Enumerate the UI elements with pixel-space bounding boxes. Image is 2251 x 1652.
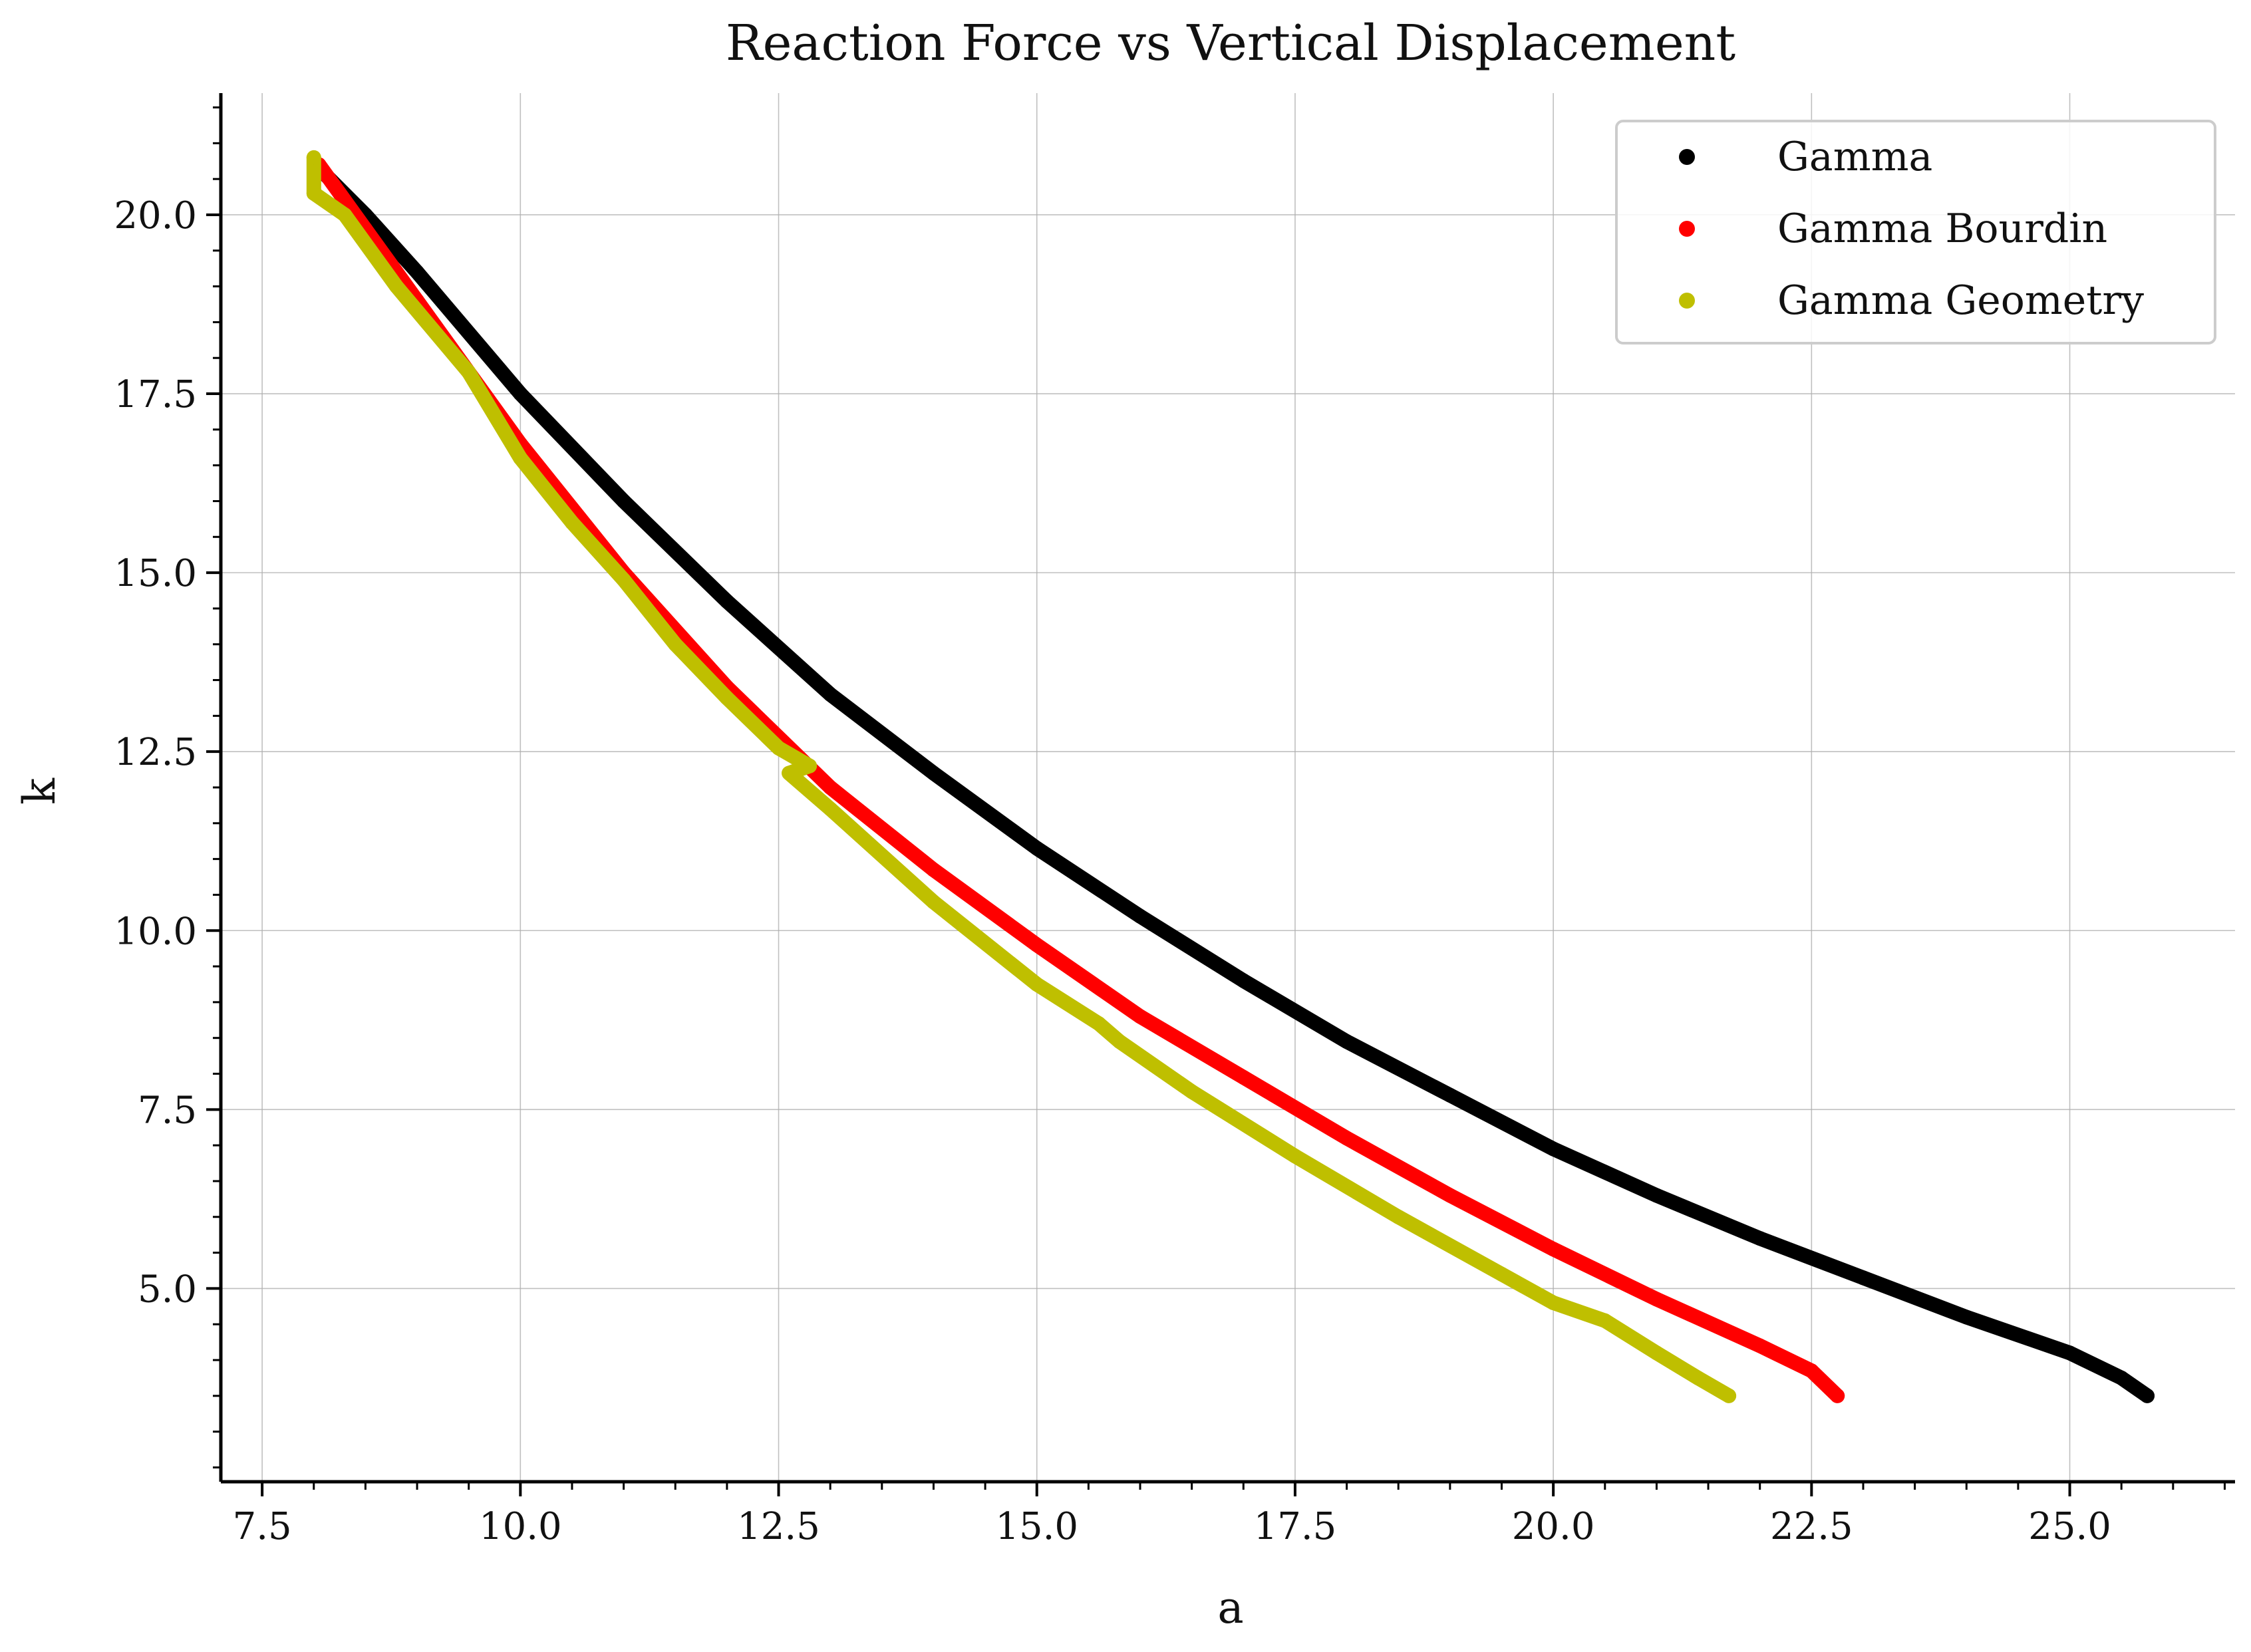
series-line [311,157,1845,1403]
x-tick-label: 22.5 [1770,1505,1853,1548]
data-point [616,572,631,587]
data-point [389,279,404,294]
data-point [2114,1370,2129,1385]
legend-item: Gamma Bourdin [1679,206,2107,252]
legend-item: Gamma [1679,134,1932,180]
legend-label: Gamma Geometry [1777,277,2144,324]
x-tick-label: 15.0 [995,1505,1078,1548]
legend-marker [1679,221,1695,237]
data-point [1339,1131,1354,1146]
data-point [1029,841,1044,856]
data-point [2062,1345,2077,1361]
data-point [1236,973,1251,988]
data-point [1804,1363,1819,1379]
data-point [1856,1270,1871,1286]
axes: 7.5 10.0 12.5 15.0 17.5 20.0 22.5 25.0 5.0 7.5 10.… [114,93,2235,1548]
data-point [513,386,528,401]
data-point [306,186,321,201]
grid [221,93,2235,1482]
y-tick-label: 5.0 [138,1268,197,1311]
data-point [719,594,734,609]
y-tick-label: 7.5 [138,1089,197,1132]
data-point [1597,1313,1612,1328]
data-point [926,862,941,877]
data-point [1184,1084,1199,1099]
data-point [1722,1388,1737,1403]
data-point [926,765,941,781]
x-tick-label: 12.5 [737,1505,820,1548]
data-point [1339,1034,1354,1049]
series-gamma-geometry [306,150,1737,1403]
data-point [1442,1188,1457,1203]
legend-box [1615,120,2216,344]
x-tick-label: 7.5 [233,1505,292,1548]
data-point [1494,1266,1509,1282]
legend-item: Gamma Geometry [1679,277,2144,324]
data-point [1830,1388,1845,1403]
series-gamma-bourdin [311,157,1845,1403]
data-point [565,515,579,530]
data-point [771,740,786,756]
data-point [461,364,476,380]
y-tick-label: 17.5 [114,373,197,416]
series-line [306,150,1737,1403]
data-point [1112,1034,1127,1049]
data-point [823,801,838,817]
data-point [823,687,838,702]
y-tick-label: 15.0 [114,552,197,595]
x-tick-label: 10.0 [479,1505,562,1548]
chart-title: Reaction Force vs Vertical Displacement [726,15,1735,72]
data-point [802,758,818,773]
legend-marker [1679,293,1695,309]
data-point [1091,1016,1106,1032]
y-tick-label: 10.0 [114,910,197,953]
x-tick-label: 17.5 [1254,1505,1337,1548]
y-axis-label: k [14,777,65,805]
series-line [311,161,2155,1403]
data-point [1649,1188,1664,1203]
data-point [337,207,353,222]
data-point [1649,1345,1664,1361]
y-tick-label: 12.5 [114,731,197,774]
data-point [1287,1149,1302,1164]
data-point [410,265,424,280]
data-point [782,765,797,781]
data-point [1546,1141,1561,1157]
data-point [1752,1338,1767,1353]
data-point [926,895,941,910]
data-point [1649,1292,1664,1307]
data-point [1029,937,1044,952]
legend-marker [1679,149,1695,165]
data-point [719,690,734,706]
data-point [1029,977,1044,992]
series-gamma [311,161,2155,1403]
data-point [513,450,528,466]
x-tick-label: 25.0 [2028,1505,2111,1548]
data-point [1959,1309,1974,1325]
data-point [1236,1069,1251,1085]
data-point [1752,1231,1767,1246]
data-point [2140,1388,2155,1403]
y-tick-label: 20.0 [114,194,197,237]
plot-area [306,150,2155,1403]
data-point [1133,908,1147,924]
data-point [1133,1009,1147,1024]
legend: Gamma Gamma Bourdin Gamma Geometry [1615,120,2216,344]
data-point [306,150,321,165]
x-tick-label: 20.0 [1512,1505,1595,1548]
data-point [616,493,631,509]
legend-label: Gamma [1777,134,1932,180]
data-point [668,636,683,652]
data-point [1442,1087,1457,1103]
data-point [1690,1370,1706,1385]
data-point [823,780,838,795]
x-axis-label: a [1217,1582,1243,1633]
data-point [1391,1209,1406,1224]
legend-label: Gamma Bourdin [1777,206,2107,252]
data-point [1546,1242,1561,1257]
data-point [1546,1295,1561,1310]
